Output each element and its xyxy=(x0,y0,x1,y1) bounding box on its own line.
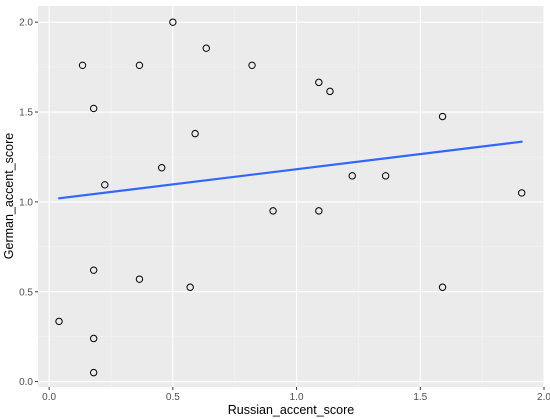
regression-line xyxy=(57,140,523,200)
y-tick-label: 1.5 xyxy=(19,108,33,119)
data-point xyxy=(101,181,109,189)
data-point xyxy=(315,78,323,87)
minor-gridlines xyxy=(38,6,544,387)
data-point xyxy=(158,164,166,172)
data-point xyxy=(169,18,177,26)
data-point xyxy=(202,44,210,52)
data-point xyxy=(438,283,447,291)
data-point xyxy=(135,275,144,283)
y-tick-label: 0.5 xyxy=(19,287,33,298)
data-point xyxy=(89,334,98,343)
data-point xyxy=(518,189,526,197)
data-point xyxy=(186,283,194,291)
data-points xyxy=(55,18,526,377)
y-axis-title: German_accent_score xyxy=(2,133,16,260)
x-axis-title: Russian_accent_score xyxy=(228,403,355,417)
data-point xyxy=(381,172,390,180)
data-point xyxy=(269,207,277,215)
data-point xyxy=(438,112,447,121)
x-tick-label: 1.5 xyxy=(413,392,427,403)
x-tick-label: 0.5 xyxy=(166,392,180,403)
y-tick-label: 0.0 xyxy=(19,377,33,388)
x-tick-label: 2.0 xyxy=(537,392,550,403)
data-point xyxy=(315,207,323,215)
data-point xyxy=(78,61,87,70)
data-point xyxy=(326,87,334,96)
major-gridlines xyxy=(38,6,545,387)
data-point xyxy=(348,172,356,180)
y-axis-ticks: 0.0 0.5 1.0 1.5 2.0 xyxy=(19,18,38,388)
x-tick-label: 0.0 xyxy=(42,392,56,403)
data-point xyxy=(89,266,98,274)
data-point xyxy=(55,317,63,326)
x-axis-ticks: 0.0 0.5 1.0 1.5 2.0 xyxy=(42,387,550,403)
data-point xyxy=(89,104,98,113)
data-point xyxy=(89,368,98,377)
data-point xyxy=(191,129,199,138)
data-point xyxy=(248,61,256,70)
y-tick-label: 2.0 xyxy=(19,18,33,29)
y-tick-label: 1.0 xyxy=(19,197,33,208)
plot-panel xyxy=(38,6,544,387)
data-point xyxy=(135,61,144,70)
x-tick-label: 1.0 xyxy=(290,392,304,403)
